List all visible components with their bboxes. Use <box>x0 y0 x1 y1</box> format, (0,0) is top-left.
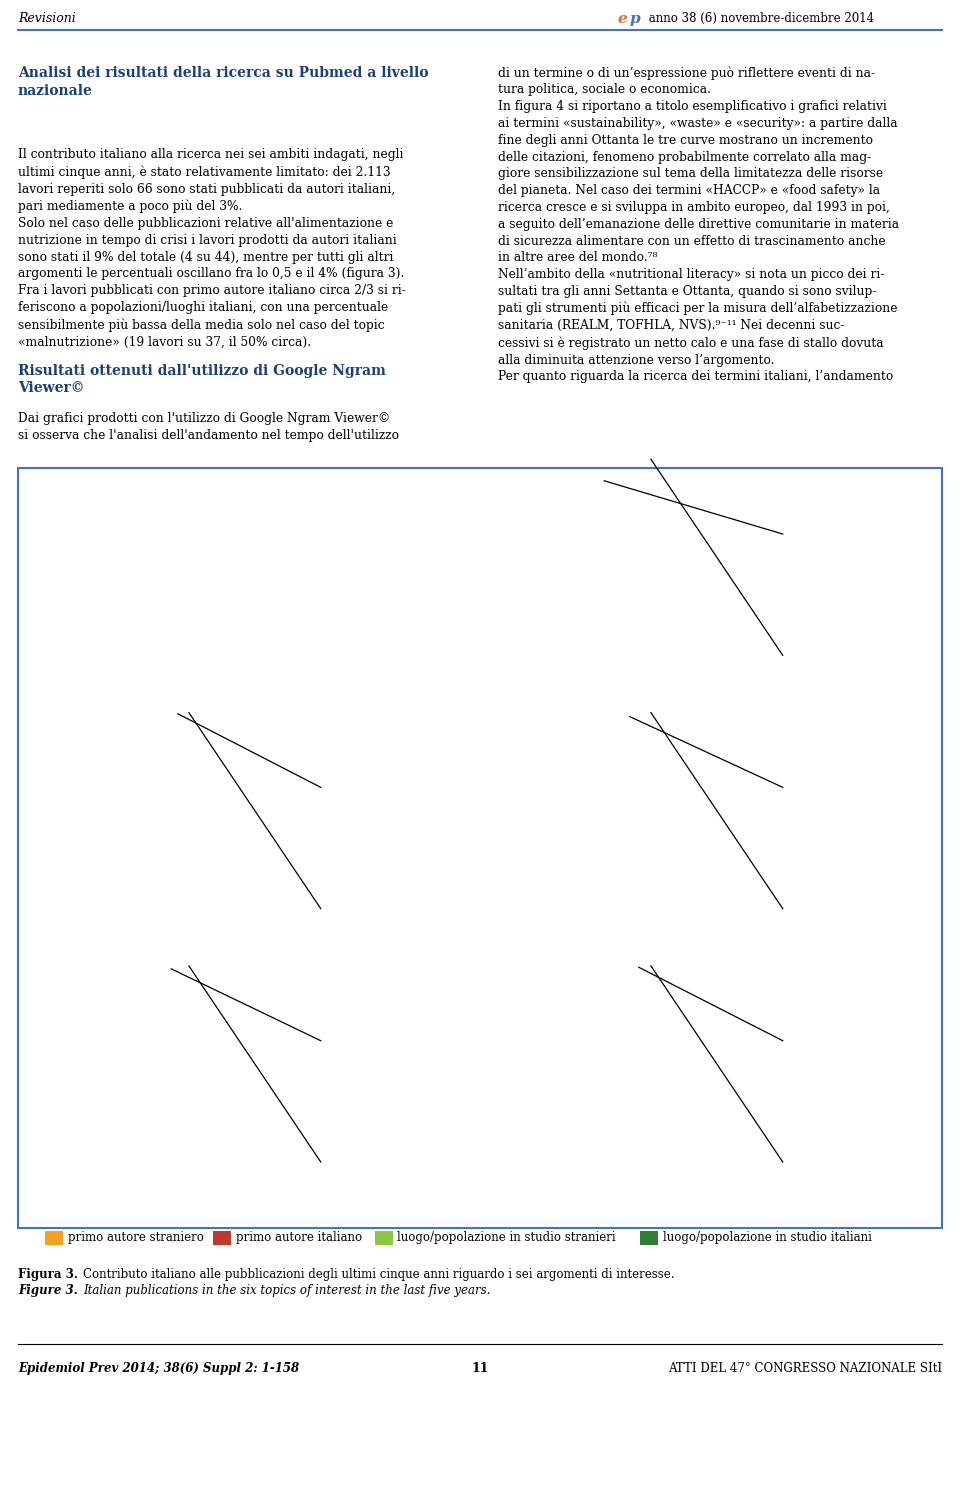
Text: 287: 287 <box>178 886 206 899</box>
Wedge shape <box>114 773 264 923</box>
Text: p: p <box>630 12 640 26</box>
Text: Figure 3.: Figure 3. <box>18 1284 82 1296</box>
Text: 180: 180 <box>176 633 204 647</box>
Wedge shape <box>784 802 835 895</box>
Text: 3: 3 <box>846 606 855 621</box>
Text: 5: 5 <box>378 865 388 878</box>
Text: Italian publications in the six topics of interest in the last five years.: Italian publications in the six topics o… <box>84 1284 491 1296</box>
Text: luogo/popolazione in studio italiani: luogo/popolazione in studio italiani <box>663 1232 872 1244</box>
Text: 306: 306 <box>639 1140 668 1154</box>
Wedge shape <box>611 519 651 594</box>
Text: anno 38 (6) novembre-dicembre 2014: anno 38 (6) novembre-dicembre 2014 <box>645 12 875 26</box>
Title: sicurezza alimentare e globalizzazione (n.313): sicurezza alimentare e globalizzazione (… <box>507 997 796 1009</box>
Title: spreco/scarto alimentare (n.335): spreco/scarto alimentare (n.335) <box>86 997 291 1009</box>
Title: nutritional literacy (n.181): nutritional literacy (n.181) <box>106 490 272 502</box>
Wedge shape <box>633 773 651 848</box>
Title: malnutrizione (n.947): malnutrizione (n.947) <box>583 743 719 757</box>
Text: 1: 1 <box>356 1068 367 1083</box>
Text: 19: 19 <box>794 842 814 856</box>
Title: sostenibilità alimentare (n.293): sostenibilità alimentare (n.293) <box>90 743 287 757</box>
Wedge shape <box>323 1054 416 1148</box>
Text: 10: 10 <box>367 1120 387 1134</box>
Text: 1: 1 <box>183 534 193 547</box>
Wedge shape <box>831 802 877 895</box>
Wedge shape <box>186 519 189 594</box>
Wedge shape <box>174 1026 189 1101</box>
Text: primo autore straniero: primo autore straniero <box>68 1232 204 1244</box>
Wedge shape <box>576 1026 726 1176</box>
Text: di un termine o di un’espressione può riflettere eventi di na-
tura politica, so: di un termine o di un’espressione può ri… <box>498 66 900 384</box>
Text: ATTI DEL 47° CONGRESSO NAZIONALE SItI: ATTI DEL 47° CONGRESSO NAZIONALE SItI <box>668 1363 942 1375</box>
Text: 6: 6 <box>180 787 190 802</box>
Wedge shape <box>114 519 264 669</box>
Wedge shape <box>576 519 726 669</box>
Text: Il contributo italiano alla ricerca nei sei ambiti indagati, negli
ultimi cinque: Il contributo italiano alla ricerca nei … <box>18 149 406 349</box>
Text: Contributo italiano alle pubblicazioni degli ultimi cinque anni riguardo i sei a: Contributo italiano alle pubblicazioni d… <box>84 1268 675 1281</box>
Text: luogo/popolazione in studio stranieri: luogo/popolazione in studio stranieri <box>397 1232 616 1244</box>
Wedge shape <box>784 1054 876 1148</box>
Text: Risultati ottenuti dall'utilizzo di Google Ngram
Viewer©: Risultati ottenuti dall'utilizzo di Goog… <box>18 364 386 396</box>
Text: 4: 4 <box>634 544 643 558</box>
Wedge shape <box>640 1026 651 1101</box>
Wedge shape <box>180 773 189 848</box>
Text: 11: 11 <box>174 1041 193 1054</box>
Text: 1: 1 <box>807 569 817 582</box>
Title: alimentazione e nutrizione in tempo di crisi (n.44): alimentazione e nutrizione in tempo di c… <box>494 490 807 502</box>
Wedge shape <box>831 1054 877 1111</box>
Text: 324: 324 <box>180 1139 208 1154</box>
Text: e: e <box>618 12 628 26</box>
Text: 40: 40 <box>654 630 673 645</box>
Wedge shape <box>344 1054 369 1101</box>
Text: 37: 37 <box>635 787 654 802</box>
Wedge shape <box>784 547 877 641</box>
Wedge shape <box>328 802 369 848</box>
Text: 5: 5 <box>805 1111 815 1125</box>
Text: 18: 18 <box>849 839 868 854</box>
Text: 1: 1 <box>350 818 360 832</box>
Text: Revisioni: Revisioni <box>18 12 76 26</box>
Text: primo autore italiano: primo autore italiano <box>236 1232 362 1244</box>
Text: Figura 3.: Figura 3. <box>18 1268 83 1281</box>
Text: 11: 11 <box>471 1363 489 1375</box>
Wedge shape <box>323 802 416 895</box>
Text: 7: 7 <box>642 1041 652 1054</box>
Text: 2: 2 <box>848 1077 857 1092</box>
Text: Analisi dei risultati della ricerca su Pubmed a livello
nazionale: Analisi dei risultati della ricerca su P… <box>18 66 428 98</box>
Text: Dai grafici prodotti con l'utilizzo di Google Ngram Viewer©
si osserva che l'ana: Dai grafici prodotti con l'utilizzo di G… <box>18 412 399 442</box>
Wedge shape <box>784 547 831 594</box>
Text: Epidemiol Prev 2014; 38(6) Suppl 2: 1-158: Epidemiol Prev 2014; 38(6) Suppl 2: 1-15… <box>18 1363 300 1375</box>
Wedge shape <box>576 773 726 923</box>
Wedge shape <box>114 1026 264 1176</box>
Text: 910: 910 <box>642 886 671 899</box>
